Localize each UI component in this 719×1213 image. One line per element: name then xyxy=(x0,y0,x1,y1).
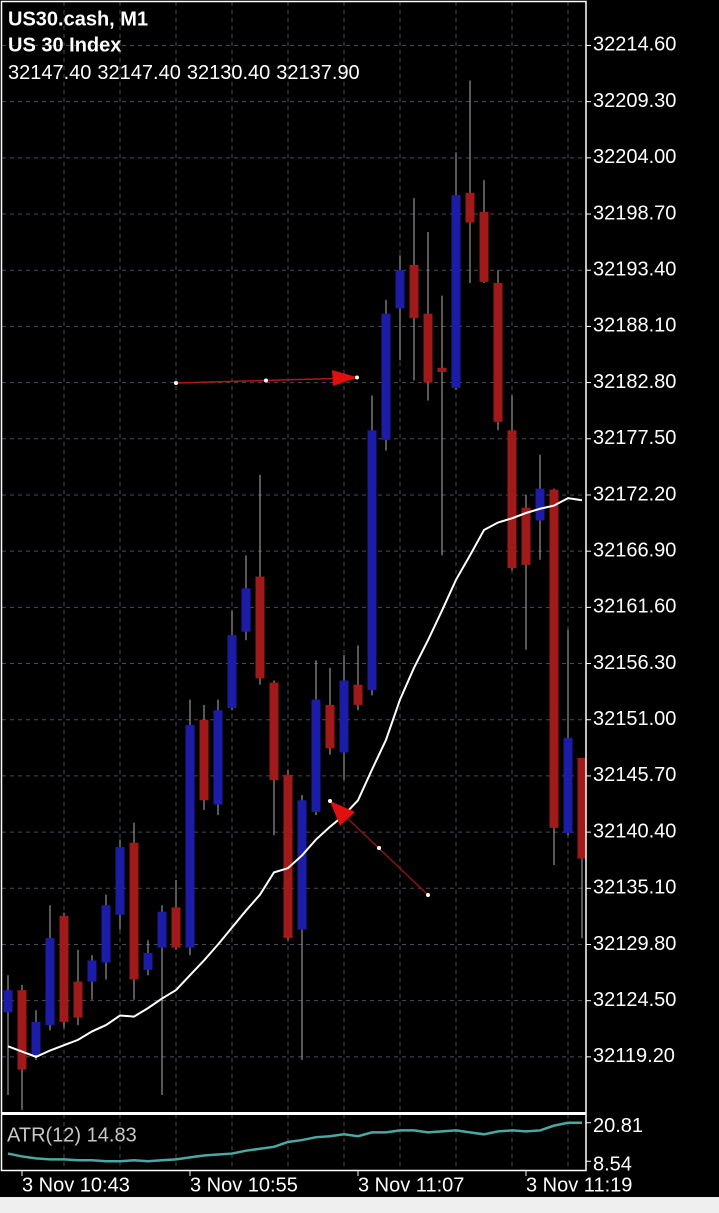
ohlc-value: 32147.40 xyxy=(97,62,180,84)
y-tick-label: 32129.80 xyxy=(593,933,676,955)
candle-body xyxy=(101,905,111,963)
candle-body xyxy=(563,737,573,834)
plot-area xyxy=(3,80,586,1110)
atr-plot-area xyxy=(7,1121,582,1163)
candle-body xyxy=(521,507,531,565)
candle-body xyxy=(171,907,181,948)
frame xyxy=(0,0,587,1172)
y-tick-label: 32193.40 xyxy=(593,259,676,281)
candle-body xyxy=(465,192,475,223)
candle-body xyxy=(437,367,447,372)
y-tick-label: 32182.80 xyxy=(593,371,676,393)
arrow-annotation xyxy=(328,799,430,897)
candle-body xyxy=(311,699,321,812)
candle-body xyxy=(185,725,195,948)
candle-body xyxy=(129,842,139,980)
y-tick-label: 8.54 xyxy=(593,1154,632,1176)
candle-body xyxy=(353,684,363,705)
atr-label: ATR(12) 14.83 xyxy=(7,1124,137,1146)
candle-body xyxy=(507,430,517,569)
candle-body xyxy=(31,1021,41,1055)
y-tick-label: 32140.40 xyxy=(593,820,676,842)
y-tick-label: 32214.60 xyxy=(593,34,676,56)
candle-body xyxy=(339,680,349,753)
x-tick-label: 3 Nov 10:55 xyxy=(190,1174,298,1196)
atr-line xyxy=(7,1121,582,1163)
y-tick-label: 32135.10 xyxy=(593,877,676,899)
candle-body xyxy=(423,313,433,383)
candle-body xyxy=(479,211,489,282)
y-tick-label: 32198.70 xyxy=(593,202,676,224)
candle-body xyxy=(115,846,125,915)
symbol-title: US30.cash, M1 xyxy=(8,8,148,30)
y-tick-label: 32124.50 xyxy=(593,989,676,1011)
x-tick-label: 3 Nov 10:43 xyxy=(22,1174,130,1196)
candle-body xyxy=(535,488,545,521)
y-tick-label: 32161.60 xyxy=(593,596,676,618)
y-tick-label: 32188.10 xyxy=(593,315,676,337)
candle-body xyxy=(143,952,153,970)
y-tick-label: 32177.50 xyxy=(593,427,676,449)
symbol-description: US 30 Index xyxy=(8,34,121,56)
y-tick-label: 32119.20 xyxy=(593,1045,675,1067)
candle-body xyxy=(381,313,391,440)
candle-body xyxy=(493,282,503,422)
moving-average xyxy=(7,497,583,1058)
bottom-bar xyxy=(0,1197,719,1213)
y-tick-label: 32209.30 xyxy=(593,90,676,112)
y-tick-label: 20.81 xyxy=(593,1115,643,1137)
ohlc-readout: 32147.40 32147.40 32130.40 32137.90 xyxy=(8,62,360,84)
candle-body xyxy=(283,774,293,939)
candle-body xyxy=(45,938,55,1026)
axes: 32214.60 32209.30 32204.00 32198.70 32193.40… xyxy=(21,34,676,1196)
candle-body xyxy=(213,710,223,805)
candle-body xyxy=(87,960,97,982)
candle-body xyxy=(59,915,69,1022)
ohlc-value: 32147.40 xyxy=(8,62,91,84)
arrow-annotation xyxy=(174,370,359,386)
y-tick-label: 32145.70 xyxy=(593,764,676,786)
candle-body xyxy=(157,911,167,948)
y-tick-label: 32151.00 xyxy=(593,708,676,730)
y-tick-label: 32166.90 xyxy=(593,539,676,561)
candle-body xyxy=(395,270,405,309)
candle-body xyxy=(451,194,461,388)
candle-body xyxy=(269,682,279,781)
x-tick-label: 3 Nov 11:19 xyxy=(526,1174,632,1196)
candle-body xyxy=(227,634,237,709)
x-tick-label: 3 Nov 11:07 xyxy=(358,1174,464,1196)
candle-body xyxy=(241,588,251,632)
candle-body xyxy=(577,757,586,859)
candle-body xyxy=(17,990,27,1070)
candle-body xyxy=(549,489,559,828)
grid xyxy=(2,2,586,1170)
candle-body xyxy=(325,704,335,749)
y-tick-label: 32204.00 xyxy=(593,146,676,168)
ohlc-value: 32137.90 xyxy=(276,62,359,84)
candle-body xyxy=(255,576,265,679)
candle-body xyxy=(367,430,377,691)
candle-body xyxy=(199,719,209,801)
y-tick-label: 32156.30 xyxy=(593,652,676,674)
candle-body xyxy=(3,990,13,1013)
ohlc-value: 32130.40 xyxy=(187,62,270,84)
candle-body xyxy=(73,981,83,1018)
candle-body xyxy=(409,264,419,318)
y-tick-label: 32172.20 xyxy=(593,483,676,505)
candle-body xyxy=(297,800,307,930)
